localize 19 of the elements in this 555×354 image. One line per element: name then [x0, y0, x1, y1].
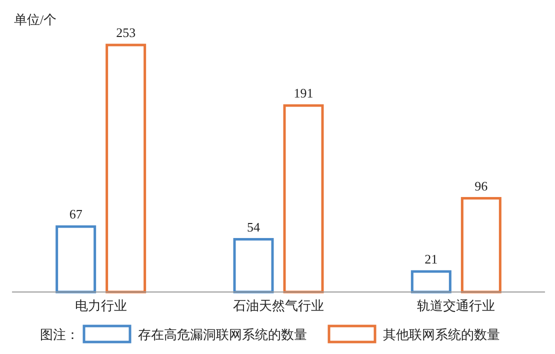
y-axis-title: 单位/个: [14, 12, 57, 27]
data-label: 67: [69, 206, 83, 222]
bar: [56, 225, 96, 294]
legend-label: 其他联网系统的数量: [383, 327, 500, 342]
x-tick-label: 电力行业: [74, 298, 127, 313]
legend-title: 图注：: [40, 327, 79, 342]
bar: [283, 104, 324, 294]
data-label: 54: [247, 219, 260, 234]
data-label: 253: [116, 25, 136, 40]
x-tick-label: 石油天然气行业: [233, 298, 324, 313]
bar: [106, 44, 146, 294]
data-label: 191: [294, 86, 314, 101]
data-label: 21: [424, 252, 438, 266]
data-label: 96: [474, 178, 488, 194]
bar: [460, 197, 502, 294]
bar: [410, 270, 452, 294]
x-tick-label: 轨道交通行业: [417, 298, 496, 313]
legend-label: 存在高危漏洞联网系统的数量: [138, 327, 307, 342]
bar: [233, 238, 274, 294]
